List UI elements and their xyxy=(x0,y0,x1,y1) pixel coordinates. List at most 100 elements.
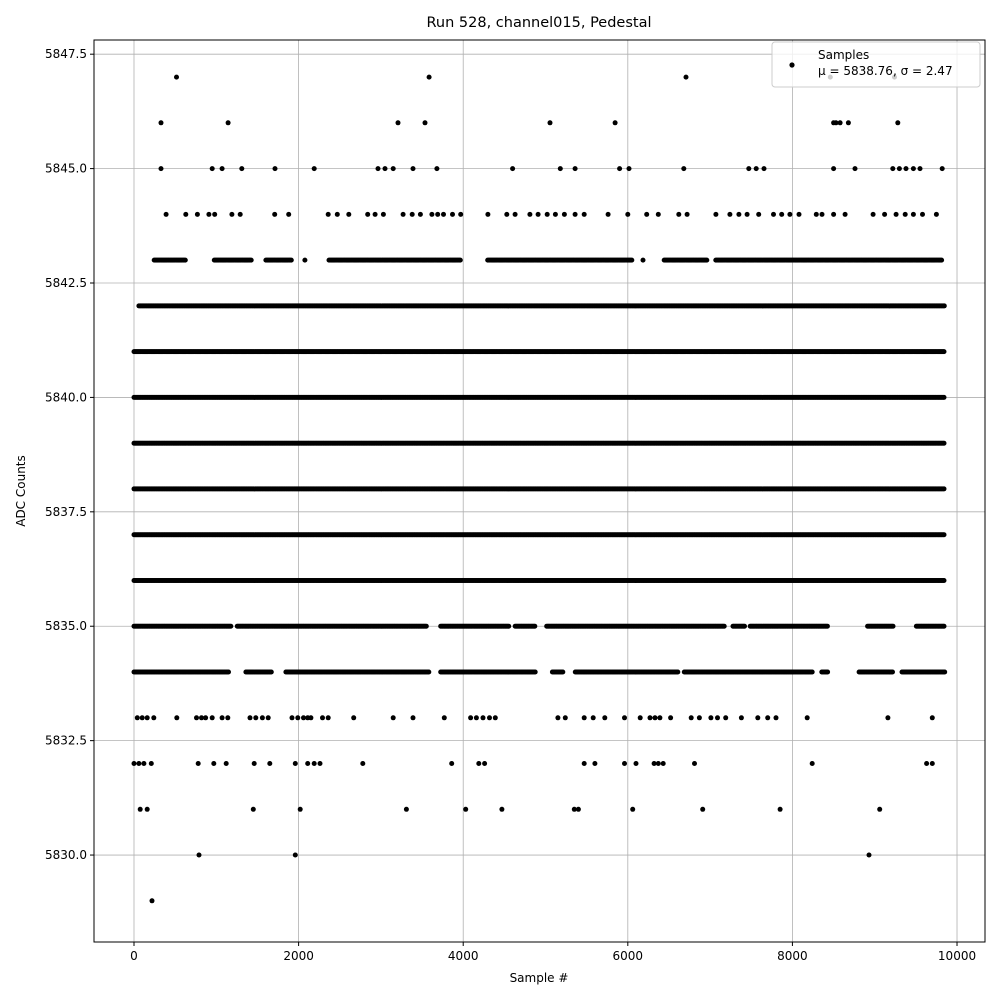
data-point xyxy=(141,761,146,766)
data-point xyxy=(558,166,563,171)
data-point xyxy=(159,166,164,171)
data-point xyxy=(463,807,468,812)
data-point xyxy=(739,715,744,720)
data-point xyxy=(846,120,851,125)
data-point xyxy=(145,715,150,720)
data-point xyxy=(253,715,258,720)
data-point xyxy=(756,212,761,217)
data-point xyxy=(482,761,487,766)
data-point xyxy=(318,761,323,766)
data-point xyxy=(427,75,432,80)
data-point xyxy=(689,715,694,720)
data-point xyxy=(510,166,515,171)
data-point xyxy=(450,212,455,217)
data-point xyxy=(159,120,164,125)
data-point xyxy=(831,212,836,217)
data-point xyxy=(877,807,882,812)
data-point xyxy=(346,212,351,217)
data-point xyxy=(239,166,244,171)
chart-title: Run 528, channel015, Pedestal xyxy=(426,15,651,31)
data-point xyxy=(765,715,770,720)
data-point xyxy=(942,349,947,354)
data-point xyxy=(476,761,481,766)
data-point xyxy=(656,212,661,217)
data-point xyxy=(251,807,256,812)
data-point xyxy=(657,715,662,720)
data-point xyxy=(715,715,720,720)
data-point xyxy=(885,715,890,720)
data-point xyxy=(700,807,705,812)
data-point xyxy=(149,761,154,766)
data-point xyxy=(312,761,317,766)
data-point xyxy=(911,212,916,217)
data-point xyxy=(755,715,760,720)
data-point xyxy=(335,212,340,217)
data-point xyxy=(468,715,473,720)
data-point xyxy=(942,395,947,400)
data-point xyxy=(895,120,900,125)
data-point xyxy=(622,715,627,720)
data-point xyxy=(942,303,947,308)
data-point xyxy=(867,853,872,858)
data-point xyxy=(381,212,386,217)
data-point xyxy=(771,212,776,217)
data-point xyxy=(890,166,895,171)
data-point xyxy=(576,807,581,812)
data-point xyxy=(606,212,611,217)
data-point xyxy=(458,258,463,263)
data-point xyxy=(562,212,567,217)
data-point xyxy=(320,715,325,720)
data-point xyxy=(267,761,272,766)
data-point xyxy=(183,212,188,217)
data-point xyxy=(774,715,779,720)
data-point xyxy=(797,212,802,217)
data-point xyxy=(630,807,635,812)
data-point xyxy=(136,761,141,766)
data-point xyxy=(411,715,416,720)
data-point xyxy=(224,761,229,766)
data-point xyxy=(138,807,143,812)
data-point xyxy=(871,212,876,217)
data-point xyxy=(648,715,653,720)
data-point xyxy=(485,212,490,217)
data-point xyxy=(474,715,479,720)
data-point xyxy=(838,120,843,125)
data-point xyxy=(302,258,307,263)
data-point xyxy=(272,212,277,217)
data-point xyxy=(814,212,819,217)
data-point xyxy=(504,212,509,217)
data-point xyxy=(736,212,741,217)
data-point xyxy=(573,166,578,171)
data-point xyxy=(704,258,709,263)
data-point xyxy=(458,212,463,217)
data-point xyxy=(164,212,169,217)
data-point xyxy=(894,212,899,217)
data-point xyxy=(591,715,596,720)
data-point xyxy=(326,715,331,720)
data-point xyxy=(897,166,902,171)
data-point xyxy=(206,212,211,217)
data-point xyxy=(151,715,156,720)
data-point xyxy=(573,212,578,217)
data-point xyxy=(212,212,217,217)
data-point xyxy=(145,807,150,812)
data-point xyxy=(779,212,784,217)
data-point xyxy=(727,212,732,217)
data-point xyxy=(289,258,294,263)
data-point xyxy=(196,761,201,766)
data-point xyxy=(140,715,145,720)
data-point xyxy=(183,258,188,263)
data-point xyxy=(195,212,200,217)
data-point xyxy=(918,166,923,171)
data-point xyxy=(229,212,234,217)
data-point xyxy=(449,761,454,766)
data-point xyxy=(326,212,331,217)
data-point xyxy=(225,715,230,720)
data-point xyxy=(441,212,446,217)
data-point xyxy=(831,166,836,171)
data-point xyxy=(684,75,689,80)
data-point xyxy=(548,120,553,125)
data-point xyxy=(930,715,935,720)
data-point xyxy=(656,761,661,766)
